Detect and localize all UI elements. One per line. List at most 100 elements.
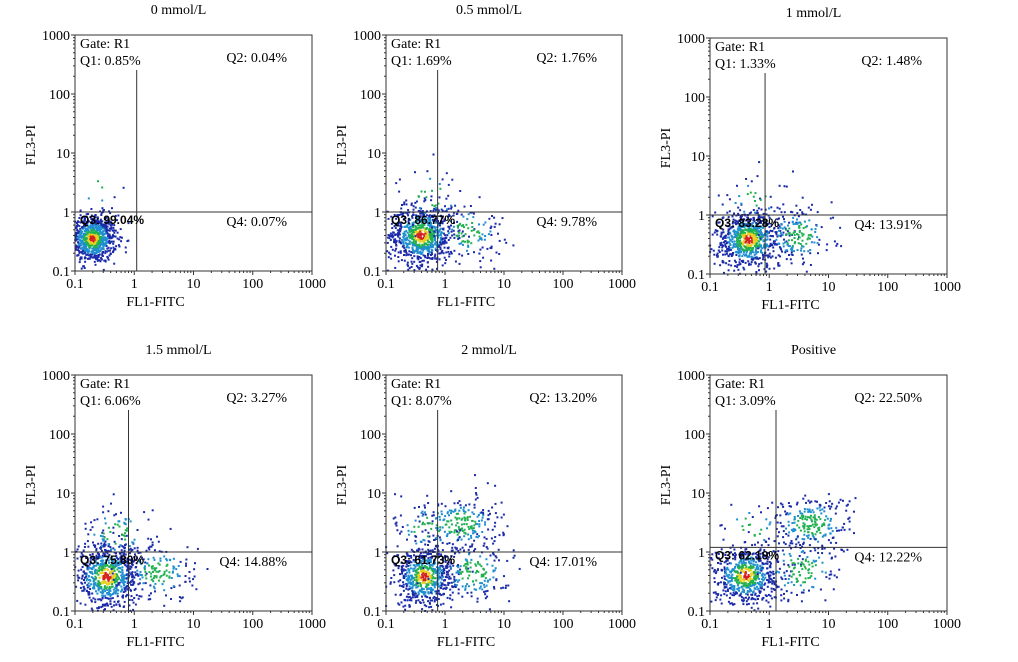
data-point (135, 566, 138, 568)
data-point (722, 261, 725, 264)
data-point (128, 581, 131, 584)
data-point (422, 588, 425, 591)
data-point (424, 232, 427, 235)
data-point (115, 245, 118, 248)
data-point (411, 235, 414, 238)
data-point (107, 258, 110, 261)
data-point (431, 577, 434, 580)
data-point (427, 252, 429, 255)
data-point (192, 578, 195, 581)
data-point (403, 201, 406, 204)
data-point (440, 243, 443, 246)
data-point (426, 584, 429, 587)
data-point (124, 538, 127, 541)
data-point (106, 256, 109, 259)
data-point (474, 571, 477, 574)
data-point (96, 258, 99, 261)
data-point (98, 568, 101, 571)
data-point (766, 223, 769, 226)
data-point (90, 607, 93, 610)
data-point (410, 232, 413, 235)
data-point (95, 256, 98, 259)
data-point (76, 557, 79, 560)
data-point (758, 257, 761, 260)
data-point (801, 239, 804, 242)
data-point (148, 548, 151, 551)
data-point (484, 590, 487, 593)
data-point (740, 242, 743, 245)
data-point (436, 258, 439, 261)
data-point (89, 224, 92, 227)
data-point (735, 222, 738, 225)
data-point (761, 233, 764, 236)
data-point (431, 599, 434, 602)
data-point (112, 566, 114, 569)
data-point (816, 211, 819, 214)
data-point (431, 258, 434, 260)
data-point (423, 230, 426, 233)
data-point (779, 226, 782, 229)
data-point (754, 245, 757, 248)
data-point (83, 579, 85, 581)
data-point (761, 247, 764, 250)
data-point (82, 246, 85, 249)
data-point (117, 566, 120, 569)
data-point (408, 605, 411, 608)
data-point (101, 605, 104, 608)
data-point (149, 598, 152, 601)
data-point (740, 247, 743, 250)
data-point (722, 228, 725, 231)
data-point (98, 221, 101, 224)
data-point (93, 223, 96, 225)
data-point (738, 243, 741, 246)
data-point (165, 564, 168, 567)
data-point (755, 257, 758, 260)
data-point (431, 567, 434, 570)
data-point (750, 211, 752, 214)
data-point (717, 249, 720, 252)
data-point (437, 578, 440, 581)
data-point (435, 244, 438, 247)
data-point (106, 573, 109, 576)
data-point (393, 239, 396, 242)
data-point (482, 544, 485, 547)
data-point (441, 264, 444, 267)
x-tick-label: 0.1 (66, 617, 84, 632)
data-point (757, 225, 760, 228)
data-point (100, 556, 103, 559)
data-point (85, 556, 88, 559)
data-point (753, 245, 756, 248)
data-point (447, 207, 450, 210)
data-point (462, 224, 465, 227)
data-point (85, 213, 88, 216)
data-point (739, 232, 742, 235)
data-point (763, 245, 765, 248)
data-point (422, 254, 425, 257)
data-point (431, 204, 434, 207)
data-point (434, 257, 437, 260)
data-point (435, 527, 438, 529)
data-point (418, 566, 421, 569)
data-point (419, 570, 422, 573)
data-point (504, 587, 507, 589)
data-point (790, 233, 793, 236)
data-point (429, 223, 432, 226)
data-point (437, 555, 440, 558)
data-point (446, 571, 449, 574)
data-point (108, 587, 111, 590)
data-point (777, 254, 780, 257)
data-point (749, 191, 752, 194)
data-point (780, 223, 783, 225)
data-point (415, 264, 418, 267)
data-point (777, 263, 780, 266)
data-point (75, 248, 78, 251)
data-point (434, 226, 437, 229)
data-point (737, 233, 740, 236)
data-point (110, 240, 113, 243)
data-point (408, 560, 411, 563)
data-point (442, 602, 445, 605)
data-point (735, 230, 738, 233)
data-point (805, 270, 808, 273)
data-point (445, 197, 448, 200)
data-point (765, 270, 768, 273)
